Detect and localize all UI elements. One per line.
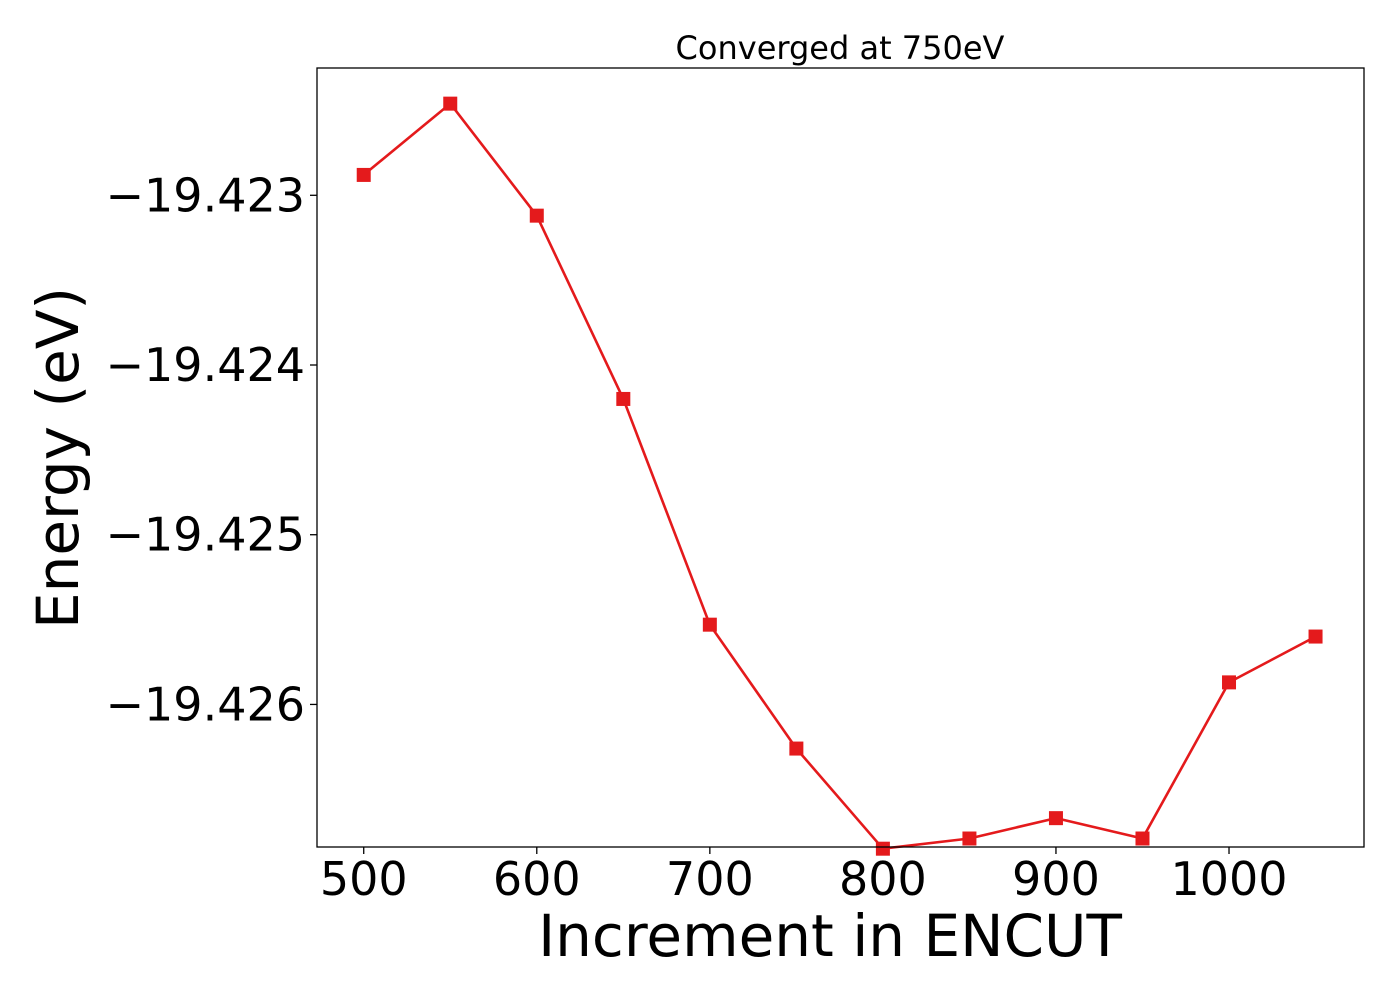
- data-point-marker: [356, 167, 371, 182]
- data-point-marker: [1135, 831, 1150, 846]
- data-point-marker: [962, 831, 977, 846]
- y-axis-ticks: −19.423 −19.424 −19.425 −19.426: [106, 168, 317, 731]
- series-line: [362, 102, 1317, 851]
- x-tick-label: 600: [493, 852, 581, 906]
- y-tick-label: −19.426: [106, 677, 306, 731]
- data-point-marker: [1308, 629, 1323, 644]
- y-tick-label: −19.425: [106, 508, 306, 562]
- x-tick-label: 1000: [1170, 852, 1287, 906]
- data-point-marker: [702, 617, 717, 632]
- x-axis-ticks: 500 600 700 800 900 1000: [320, 847, 1288, 906]
- x-tick-label: 500: [320, 852, 408, 906]
- data-point-marker: [1048, 811, 1063, 826]
- data-point-marker: [529, 208, 544, 223]
- x-tick-label: 900: [1012, 852, 1100, 906]
- data-point-marker: [1222, 675, 1237, 690]
- plot-frame: [316, 67, 1365, 848]
- y-tick-label: −19.424: [106, 338, 306, 392]
- x-tick-label: 800: [839, 852, 927, 906]
- series-layer: [356, 96, 1323, 856]
- data-point-marker: [443, 96, 458, 111]
- data-point-marker: [875, 841, 890, 856]
- y-axis-label: Energy (eV): [24, 287, 92, 629]
- y-tick-label: −19.423: [106, 168, 306, 222]
- x-axis-label: Increment in ENCUT: [538, 902, 1122, 970]
- data-point-marker: [789, 741, 804, 756]
- chart-title: Converged at 750eV: [676, 29, 1005, 67]
- x-tick-label: 700: [666, 852, 754, 906]
- data-point-marker: [616, 391, 631, 406]
